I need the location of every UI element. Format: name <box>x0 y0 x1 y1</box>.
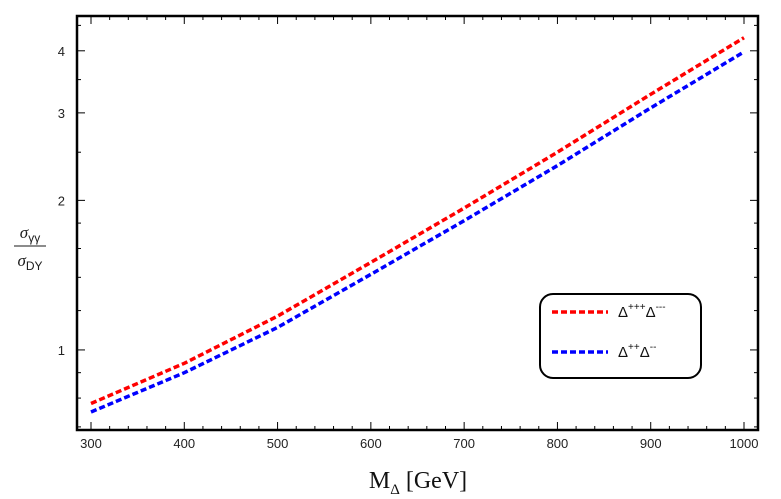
svg-text:σDY: σDY <box>17 251 42 273</box>
x-tick-label: 700 <box>453 436 475 451</box>
y-label-denominator: σ <box>17 251 26 270</box>
x-tick-label: 1000 <box>730 436 759 451</box>
y-axis-label: σγγ σDY <box>14 223 46 273</box>
y-label-numerator-sub: γγ <box>28 231 40 245</box>
x-axis-label: MΔ [GeV] <box>369 468 467 498</box>
y-label-numerator: σ <box>20 223 29 242</box>
series-line-red <box>90 36 745 406</box>
x-tick-label: 600 <box>360 436 382 451</box>
y-tick-label: 3 <box>58 106 65 121</box>
series-lines <box>90 36 745 414</box>
legend: Δ+++Δ--- Δ++Δ-- <box>539 293 702 379</box>
x-axis-ticks: 300 400 500 600 700 800 900 1000 <box>80 16 758 451</box>
y-tick-label: 4 <box>58 44 65 59</box>
legend-label-blue: Δ++Δ-- <box>618 342 656 361</box>
x-tick-label: 400 <box>173 436 195 451</box>
y-tick-label: 1 <box>58 343 65 358</box>
svg-text:σγγ: σγγ <box>20 223 40 245</box>
y-axis-ticks: 1 2 3 4 <box>58 24 758 428</box>
x-tick-label: 300 <box>80 436 102 451</box>
legend-box <box>539 293 702 379</box>
y-tick-label: 2 <box>58 193 65 208</box>
legend-label-red: Δ+++Δ--- <box>618 302 666 321</box>
x-tick-label: 800 <box>547 436 569 451</box>
series-line-blue <box>90 50 745 414</box>
y-label-denominator-sub: DY <box>26 259 43 273</box>
x-tick-label: 900 <box>640 436 662 451</box>
x-tick-label: 500 <box>267 436 289 451</box>
